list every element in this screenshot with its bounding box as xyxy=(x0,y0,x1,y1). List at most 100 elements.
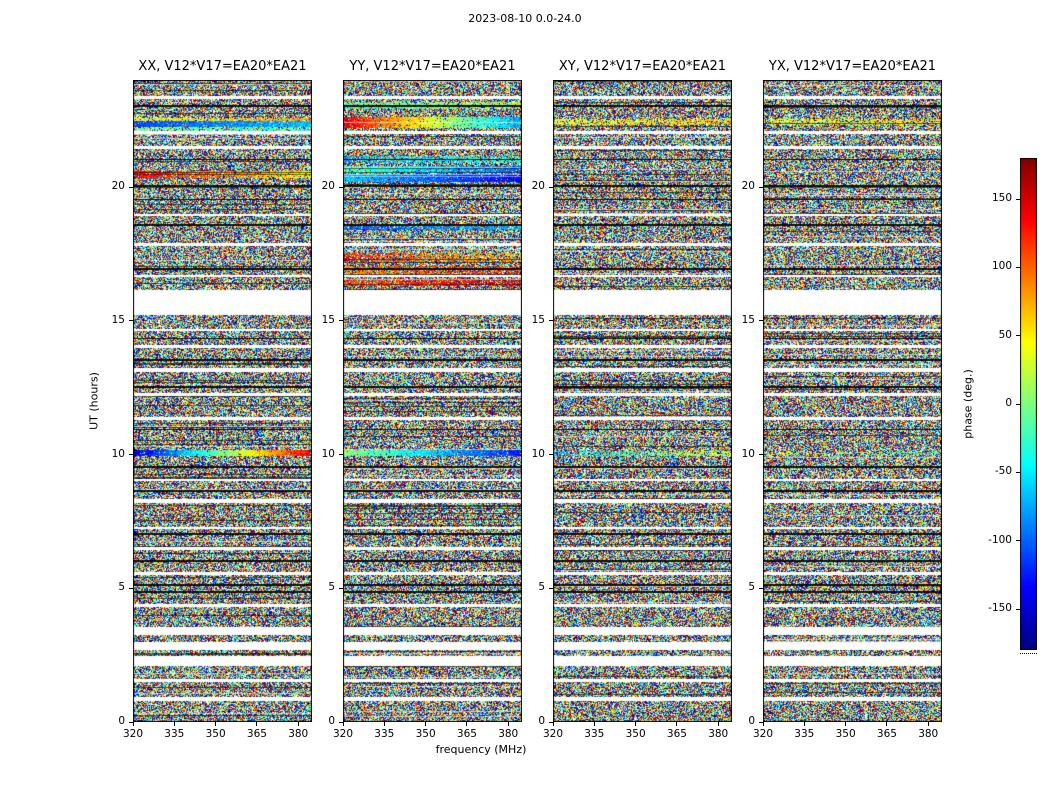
x-tick-mark xyxy=(132,722,134,726)
panel-heatmap-YX xyxy=(763,80,942,722)
x-tick-label: 365 xyxy=(246,728,267,740)
x-tick-mark xyxy=(676,722,678,726)
colorbar-tick-label: 0 xyxy=(1005,397,1012,409)
x-tick-label: 350 xyxy=(835,728,856,740)
x-tick-label: 380 xyxy=(288,728,309,740)
y-tick-mark xyxy=(339,721,343,723)
y-tick-label: 15 xyxy=(111,313,125,326)
colorbar-tick-label: 50 xyxy=(998,328,1012,341)
y-tick-mark xyxy=(549,320,553,322)
x-tick-mark xyxy=(173,722,175,726)
x-tick-label: 335 xyxy=(374,728,395,740)
y-tick-label: 10 xyxy=(111,447,125,460)
y-tick-label: 15 xyxy=(741,313,755,326)
y-tick-mark xyxy=(549,454,553,455)
x-tick-label: 335 xyxy=(794,728,815,740)
x-tick-mark xyxy=(342,722,344,726)
x-tick-label: 335 xyxy=(584,728,605,740)
x-tick-mark xyxy=(886,722,888,726)
x-tick-label: 365 xyxy=(456,728,477,740)
colorbar-tick-mark xyxy=(1016,266,1020,268)
figure-title: 2023-08-10 0.0-24.0 xyxy=(468,12,582,25)
x-tick-mark xyxy=(593,722,595,726)
panel-heatmap-XX xyxy=(133,80,312,722)
panel-title-YX: YX, V12*V17=EA20*EA21 xyxy=(768,59,937,74)
x-axis-label: frequency (MHz) xyxy=(435,743,527,756)
y-tick-label: 20 xyxy=(111,180,125,192)
x-tick-label: 365 xyxy=(666,728,687,740)
panel-title-XY: XY, V12*V17=EA20*EA21 xyxy=(558,59,727,74)
y-tick-mark xyxy=(549,721,553,723)
x-tick-label: 320 xyxy=(752,728,774,740)
x-tick-mark xyxy=(927,722,929,726)
x-tick-mark xyxy=(215,722,217,726)
x-tick-mark xyxy=(425,722,427,726)
y-axis-label: UT (hours) xyxy=(87,372,101,430)
colorbar-tick-mark xyxy=(1016,540,1020,542)
x-tick-mark xyxy=(507,722,509,726)
y-tick-label: 10 xyxy=(531,447,545,460)
x-tick-label: 320 xyxy=(542,728,564,740)
colorbar-tick-mark xyxy=(1016,608,1020,610)
y-tick-mark xyxy=(339,186,343,188)
x-tick-label: 320 xyxy=(332,728,354,740)
x-tick-label: 350 xyxy=(415,728,436,740)
y-tick-mark xyxy=(129,186,133,188)
y-tick-mark xyxy=(129,454,133,455)
y-tick-label: 10 xyxy=(741,447,755,460)
y-tick-mark xyxy=(129,587,133,589)
x-tick-label: 320 xyxy=(122,728,144,740)
x-tick-mark xyxy=(256,722,258,726)
y-tick-mark xyxy=(759,320,763,322)
y-tick-label: 0 xyxy=(328,715,335,727)
x-tick-label: 335 xyxy=(164,728,185,740)
y-tick-mark xyxy=(759,587,763,589)
y-tick-label: 10 xyxy=(321,447,335,460)
panel-heatmap-YY xyxy=(343,80,522,722)
x-tick-mark xyxy=(803,722,805,726)
y-tick-mark xyxy=(549,587,553,589)
colorbar-tick-label: 150 xyxy=(991,192,1012,204)
y-tick-label: 15 xyxy=(531,313,545,326)
colorbar-tick-mark xyxy=(1016,403,1020,405)
colorbar-tick-label: -150 xyxy=(988,602,1012,614)
y-tick-label: 20 xyxy=(321,180,335,192)
colorbar-label: phase (deg.) xyxy=(961,369,975,439)
y-tick-mark xyxy=(339,587,343,589)
x-tick-mark xyxy=(466,722,468,726)
x-tick-label: 380 xyxy=(918,728,939,740)
y-tick-label: 0 xyxy=(118,715,125,727)
y-tick-mark xyxy=(129,721,133,723)
y-tick-label: 20 xyxy=(741,180,755,192)
colorbar-tick-mark xyxy=(1016,335,1020,337)
colorbar-tick-label: -50 xyxy=(994,465,1012,478)
y-tick-label: 5 xyxy=(748,581,755,594)
colorbar-tick-label: 100 xyxy=(991,260,1012,273)
x-tick-label: 380 xyxy=(498,728,519,740)
colorbar-gradient xyxy=(1020,158,1037,650)
y-tick-mark xyxy=(759,721,763,723)
y-tick-label: 0 xyxy=(538,715,545,727)
x-tick-mark xyxy=(845,722,847,726)
y-tick-mark xyxy=(339,320,343,322)
y-tick-label: 5 xyxy=(328,581,335,594)
x-tick-mark xyxy=(635,722,637,726)
x-tick-mark xyxy=(762,722,764,726)
y-tick-label: 15 xyxy=(321,313,335,326)
y-tick-mark xyxy=(549,186,553,188)
panel-heatmap-XY xyxy=(553,80,732,722)
x-tick-label: 380 xyxy=(708,728,729,740)
panel-title-YY: YY, V12*V17=EA20*EA21 xyxy=(349,59,516,74)
y-tick-mark xyxy=(339,454,343,455)
colorbar-tick-mark xyxy=(1016,471,1020,473)
x-tick-label: 350 xyxy=(205,728,226,740)
x-tick-label: 350 xyxy=(625,728,646,740)
x-tick-mark xyxy=(717,722,719,726)
y-tick-mark xyxy=(129,320,133,322)
colorbar-tick-mark xyxy=(1016,198,1020,200)
y-tick-label: 5 xyxy=(118,581,125,594)
x-tick-mark xyxy=(383,722,385,726)
y-tick-mark xyxy=(759,186,763,188)
y-tick-label: 20 xyxy=(531,180,545,192)
